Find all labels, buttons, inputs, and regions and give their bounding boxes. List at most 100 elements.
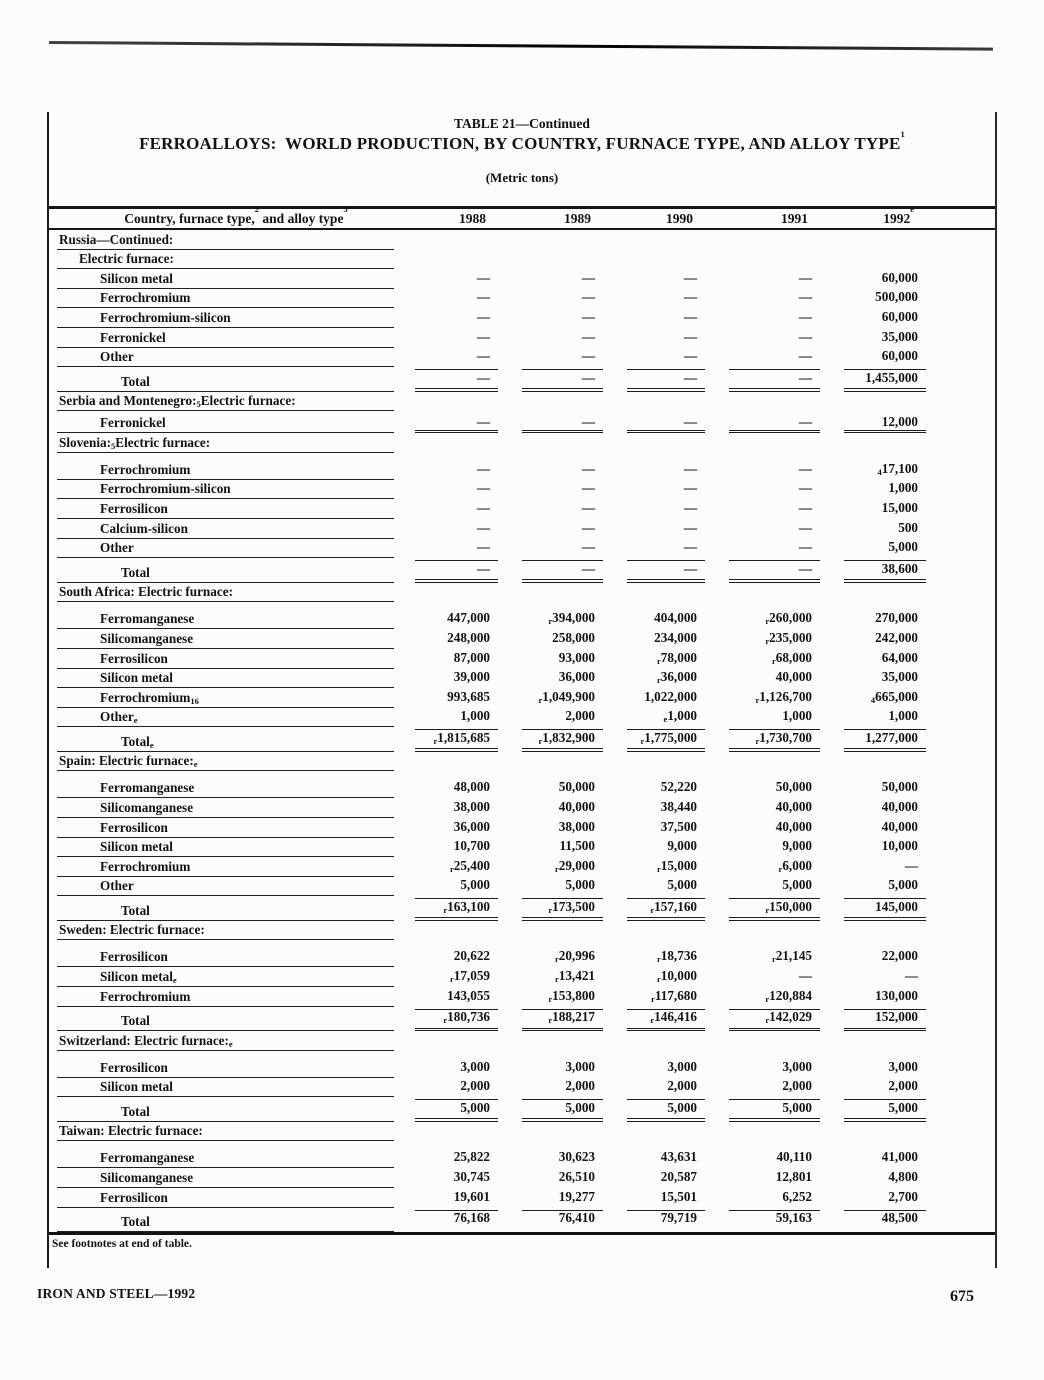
right-margin-spacer	[932, 392, 995, 412]
value-text: 6,252	[782, 1188, 812, 1204]
value-cell-1991: 1,000	[711, 708, 826, 728]
right-margin-spacer	[932, 433, 995, 453]
value-cell-1990: 3,000	[609, 1051, 711, 1078]
table-row: South Africa: Electric furnace:	[49, 583, 995, 603]
value-text: 1,000	[782, 708, 812, 724]
value-cell-1991: —	[711, 367, 826, 392]
no-data-dash: —	[683, 369, 697, 385]
value-cell-1989: 36,000	[504, 669, 609, 689]
value-cell-1989: r 188,217	[504, 1007, 609, 1032]
table-row: Total 5,000 5,000 5,000 5,000 5,000	[49, 1097, 995, 1122]
value-cell-1989: 19,277	[504, 1188, 609, 1208]
row-label: Silicon metal	[49, 1078, 397, 1098]
value-cell-1990: r 10,000	[656, 968, 697, 985]
value-cell-1992: 1,000	[826, 708, 932, 728]
value-cell-1992: 5,000	[826, 1097, 932, 1122]
value-text: 1,000	[460, 708, 490, 724]
year-column-header-1990: 1990	[666, 210, 693, 226]
value-cell-1989: —	[504, 328, 609, 348]
table-row: Ferrochromium — — — — 4 17,100	[49, 453, 995, 480]
value-cell-1989: —	[504, 411, 609, 434]
row-label: Other	[49, 348, 397, 368]
value-cell-1989: 258,000	[504, 629, 609, 649]
right-margin-spacer	[932, 230, 995, 250]
value-cell-1988: 143,055	[397, 987, 504, 1007]
table-row: Total e r 1,815,685 r 1,832,900 r 1,775,000 r 1,7…	[49, 727, 995, 752]
row-label: Serbia and Montenegro: 5 Electric furnace…	[49, 392, 397, 412]
value-cell-1990: —	[609, 328, 711, 348]
right-margin-spacer	[932, 269, 995, 289]
row-label: Ferrochromium-silicon	[49, 480, 397, 500]
value-cell-1989: 5,000	[504, 877, 609, 897]
value-text: 500,000	[875, 289, 918, 305]
table-row: Other — — — — 60,000	[49, 348, 995, 368]
value-text: 40,000	[881, 818, 918, 834]
value-cell-1991	[711, 583, 826, 603]
value-text: 12,000	[881, 414, 918, 430]
value-cell-1990: 20,587	[609, 1168, 711, 1188]
table-row: Other e 1,000 2,000 e 1,000 1,000 1,000	[49, 708, 995, 728]
no-data-dash: —	[581, 289, 595, 305]
value-cell-1991	[711, 1031, 826, 1051]
row-label: Ferrosilicon	[49, 940, 397, 968]
value-cell-1988: 38,000	[397, 798, 504, 818]
value-text: 93,000	[558, 649, 595, 665]
right-margin-spacer	[932, 1031, 995, 1051]
value-cell-1988: —	[397, 480, 504, 500]
value-cell-1991: 2,000	[711, 1078, 826, 1098]
page-top-rule	[48, 41, 993, 51]
table-row: Silicon metal e r 17,059 r 13,421 r 10,000 — —	[49, 967, 995, 987]
right-margin-spacer	[932, 1141, 995, 1168]
value-cell-1988: —	[397, 453, 504, 480]
value-text: 5,000	[782, 1099, 812, 1115]
table-row: Taiwan: Electric furnace:	[49, 1122, 995, 1142]
value-cell-1990: —	[609, 453, 711, 480]
value-cell-1990: r 117,680	[651, 987, 697, 1004]
value-cell-1991: 5,000	[711, 1097, 826, 1122]
value-text: 22,000	[881, 948, 918, 964]
value-cell-1988: 39,000	[397, 669, 504, 689]
no-data-dash: —	[581, 308, 595, 324]
no-data-dash: —	[798, 289, 812, 305]
value-cell-1991: r 6,000	[778, 857, 812, 874]
value-cell-1989: 11,500	[504, 838, 609, 858]
value-text: 25,822	[453, 1149, 490, 1165]
table-body: Russia—Continued: Electric furnace: Silico…	[49, 230, 995, 1236]
value-cell-1990: 15,501	[609, 1188, 711, 1208]
right-margin-spacer	[932, 289, 995, 309]
value-text: 50,000	[881, 779, 918, 795]
value-cell-1988: 19,601	[397, 1188, 504, 1208]
row-label: Ferrosilicon	[49, 649, 397, 669]
no-data-dash: —	[798, 269, 812, 285]
table-row: Ferrosilicon 19,601 19,277 15,501 6,252 2,700	[49, 1188, 995, 1208]
value-cell-1992: 41,000	[826, 1141, 932, 1168]
right-margin-spacer	[932, 896, 995, 921]
row-label: Ferrochromium	[49, 453, 397, 480]
value-cell-1988: 30,745	[397, 1168, 504, 1188]
value-cell-1990	[609, 433, 711, 453]
no-data-dash: —	[798, 460, 812, 476]
value-cell-1992: 1,455,000	[826, 367, 932, 392]
value-cell-1988: 5,000	[397, 877, 504, 897]
value-cell-1988: r 25,400	[449, 857, 490, 874]
value-text: 1,277,000	[865, 729, 918, 745]
value-cell-1990: —	[609, 558, 711, 583]
table-row: Spain: Electric furnace: e	[49, 752, 995, 772]
value-text: 1,455,000	[865, 369, 918, 385]
no-data-dash: —	[798, 968, 812, 984]
value-text: 48,000	[453, 779, 490, 795]
value-cell-1992: 35,000	[826, 669, 932, 689]
table-header-row: Country, furnace type,2 and alloy type3 …	[49, 205, 995, 230]
no-data-dash: —	[476, 269, 490, 285]
row-label: Other e	[49, 708, 397, 728]
right-margin-spacer	[932, 308, 995, 328]
value-cell-1988	[397, 392, 504, 412]
value-cell-1992: —	[826, 967, 932, 987]
value-cell-1990: r 146,416	[609, 1007, 711, 1032]
value-cell-1989: —	[504, 539, 609, 559]
value-cell-1991: r 260,000	[765, 610, 812, 627]
right-margin-spacer	[932, 1078, 995, 1098]
value-text: 38,600	[881, 560, 918, 576]
value-text: 1,000	[888, 708, 918, 724]
value-cell-1991: —	[711, 289, 826, 309]
